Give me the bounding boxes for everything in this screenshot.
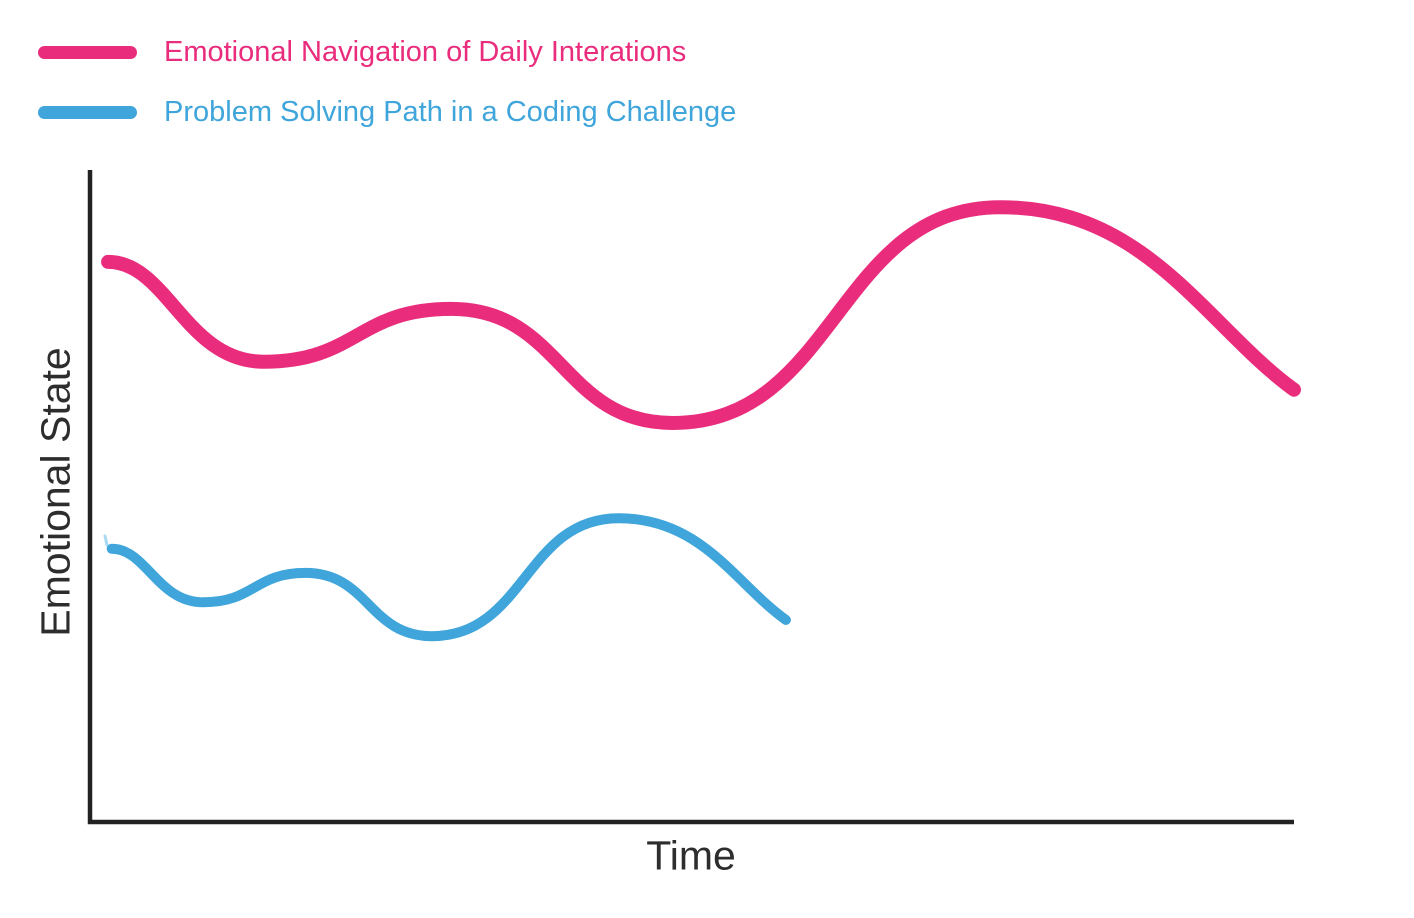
y-axis-label: Emotional State [32,347,79,637]
series-curves [101,200,1301,642]
stroke-start-artifact [103,534,109,547]
legend-label-coding-challenge: Problem Solving Path in a Coding Challen… [164,95,737,128]
legend: Emotional Navigation of Daily Interation… [38,30,736,134]
legend-item-daily-interactions: Emotional Navigation of Daily Interation… [38,30,736,74]
legend-item-coding-challenge: Problem Solving Path in a Coding Challen… [38,90,736,134]
legend-label-daily-interactions: Emotional Navigation of Daily Interation… [164,35,687,68]
series-curve-1 [106,513,791,642]
legend-swatch-blue [38,105,137,119]
x-axis-label: Time [646,832,736,879]
series-curve-0 [101,200,1301,431]
axis-lines [87,170,1294,825]
legend-swatch-pink [38,45,137,59]
